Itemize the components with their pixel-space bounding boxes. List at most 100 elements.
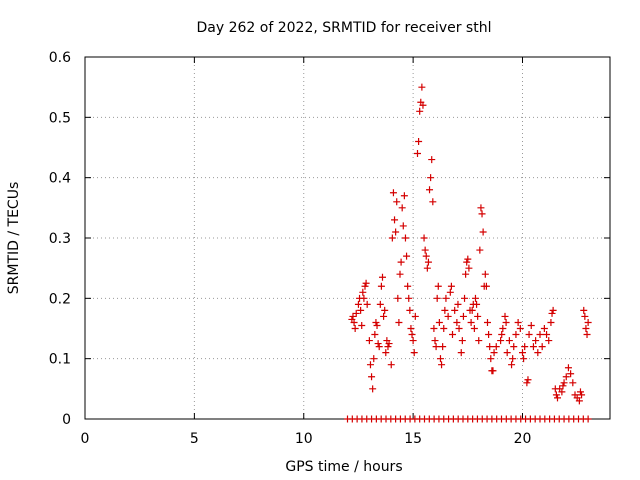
data-point xyxy=(564,364,572,372)
x-tick-labels: 0 5 10 15 20 xyxy=(81,431,532,447)
x-tick-label: 15 xyxy=(404,431,422,447)
data-point xyxy=(567,370,575,378)
data-point xyxy=(465,264,473,272)
data-point xyxy=(477,204,485,212)
data-point xyxy=(427,174,435,182)
data-point xyxy=(389,189,397,197)
data-point xyxy=(534,349,542,357)
data-point xyxy=(502,318,510,326)
data-point xyxy=(519,349,526,357)
data-point xyxy=(489,367,497,375)
data-point xyxy=(365,337,373,345)
x-tick-label: 5 xyxy=(190,431,199,447)
data-point xyxy=(421,246,429,254)
data-point xyxy=(558,388,566,396)
data-point xyxy=(363,300,371,308)
data-point xyxy=(463,258,471,266)
data-point xyxy=(441,306,449,314)
data-point xyxy=(549,306,557,314)
data-point xyxy=(350,318,358,326)
data-point xyxy=(431,337,439,345)
data-point xyxy=(434,282,442,290)
y-tick-label: 0.5 xyxy=(49,110,71,126)
data-point xyxy=(351,325,359,332)
data-point xyxy=(422,252,430,260)
data-point xyxy=(394,294,402,302)
data-point xyxy=(361,282,369,290)
data-point xyxy=(523,379,531,387)
data-point xyxy=(482,282,490,290)
data-point xyxy=(545,337,553,345)
data-point xyxy=(358,321,366,329)
data-point xyxy=(444,312,452,320)
data-point xyxy=(459,312,467,320)
data-point xyxy=(457,349,465,357)
data-point xyxy=(403,252,411,260)
data-point xyxy=(552,391,560,399)
data-point xyxy=(370,355,378,363)
data-point xyxy=(400,192,408,200)
data-point xyxy=(486,343,494,351)
data-point xyxy=(442,294,450,302)
data-point xyxy=(478,210,486,218)
data-point xyxy=(485,331,493,339)
data-point xyxy=(525,331,533,339)
data-point xyxy=(362,279,370,287)
data-point xyxy=(492,343,500,351)
data-point xyxy=(376,300,384,308)
data-point xyxy=(524,376,532,384)
data-point xyxy=(481,270,489,278)
data-point xyxy=(501,312,509,320)
data-point xyxy=(521,343,529,351)
data-point xyxy=(426,186,434,194)
data-point xyxy=(438,361,446,369)
data-point xyxy=(446,288,454,296)
data-point xyxy=(464,255,472,263)
x-tick-label: 0 xyxy=(81,431,90,447)
data-point xyxy=(392,228,400,236)
y-tick-label: 0.2 xyxy=(49,291,71,307)
data-point xyxy=(470,325,478,332)
data-point xyxy=(569,379,577,387)
data-point xyxy=(532,337,540,345)
data-point xyxy=(476,246,484,254)
data-point xyxy=(497,337,505,345)
data-point xyxy=(373,321,381,329)
data-point xyxy=(473,300,481,308)
data-point xyxy=(349,312,357,320)
data-point xyxy=(512,331,520,339)
data-point xyxy=(583,331,591,339)
data-point xyxy=(440,325,448,332)
data-point xyxy=(382,349,390,357)
data-point xyxy=(505,337,513,345)
data-point xyxy=(447,282,455,290)
data-point xyxy=(560,379,568,387)
data-point xyxy=(451,306,459,314)
data-point xyxy=(380,312,388,320)
data-point xyxy=(406,306,414,314)
data-point xyxy=(559,382,567,390)
data-point xyxy=(391,216,399,224)
y-tick-label: 0.1 xyxy=(49,352,71,368)
data-point xyxy=(471,294,479,302)
data-point xyxy=(381,306,389,314)
data-point xyxy=(510,343,518,351)
data-point xyxy=(393,198,401,206)
data-point xyxy=(548,309,556,317)
data-point xyxy=(529,343,537,351)
data-point xyxy=(554,394,561,402)
x-tick-label: 10 xyxy=(295,431,313,447)
data-point xyxy=(388,234,396,242)
data-point xyxy=(436,355,444,363)
data-point xyxy=(377,282,385,290)
data-point xyxy=(540,325,548,332)
data-point xyxy=(401,234,409,242)
data-point xyxy=(509,355,517,363)
data-point xyxy=(418,83,426,91)
y-tick-label: 0.4 xyxy=(49,171,71,187)
data-point xyxy=(575,397,583,405)
data-point xyxy=(368,373,376,381)
data-point xyxy=(516,325,524,332)
data-point xyxy=(369,385,377,393)
data-point xyxy=(475,337,483,345)
